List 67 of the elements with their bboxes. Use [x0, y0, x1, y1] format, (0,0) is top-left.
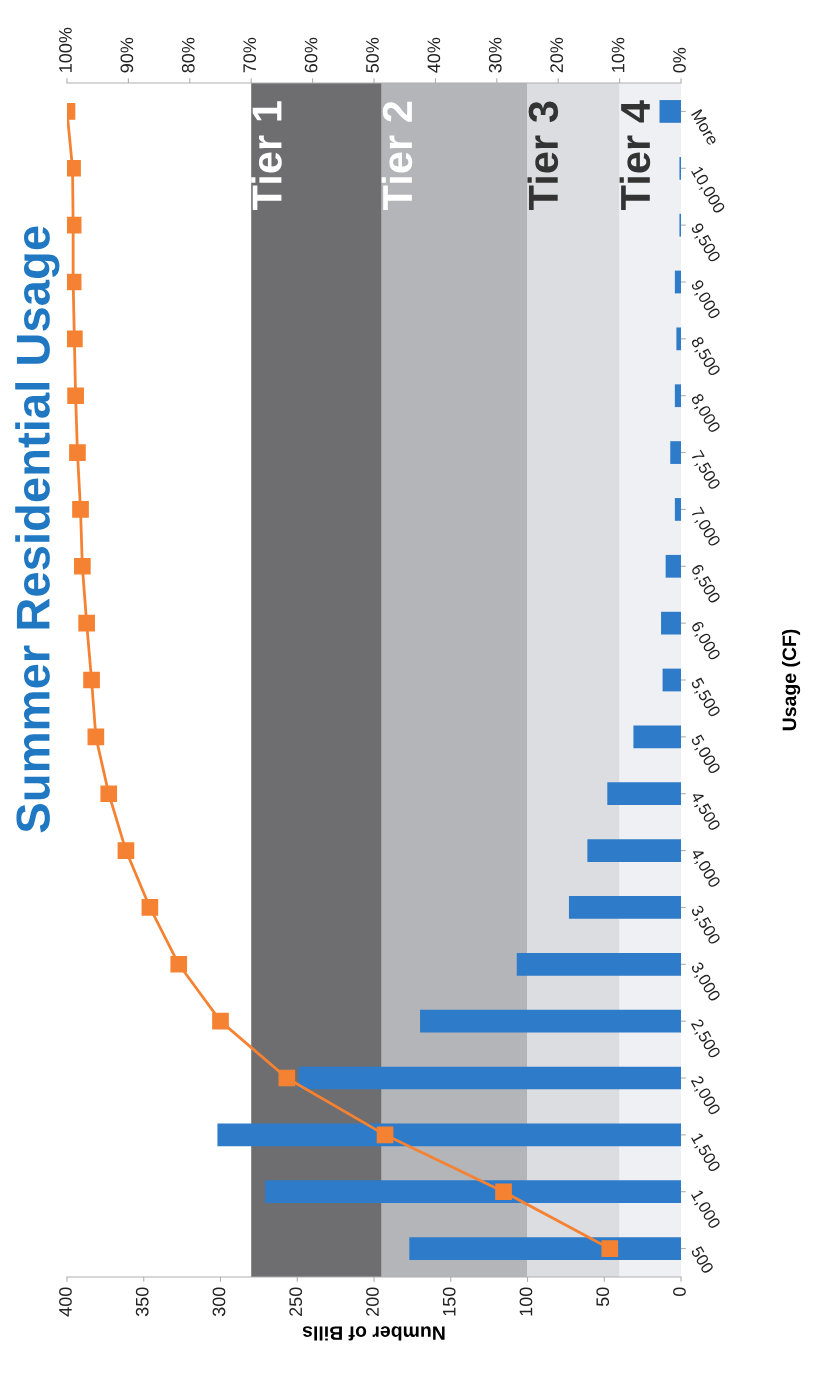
x2-tick-label: 0%: [673, 47, 686, 73]
x-tick-label: 50: [596, 1287, 610, 1307]
point: [78, 614, 95, 632]
bar: [662, 668, 681, 692]
point: [376, 1126, 394, 1144]
point: [117, 842, 135, 859]
x-tick-label: 300: [212, 1287, 226, 1317]
bar: [659, 100, 681, 123]
point: [69, 444, 86, 461]
x-axis-title: Number of Bills: [302, 1326, 445, 1341]
x2-tick-label: 60%: [304, 37, 318, 73]
bar: [674, 498, 681, 521]
bar: [217, 1123, 681, 1147]
x-tick-label: 200: [366, 1287, 379, 1316]
x-tick-label: 150: [442, 1287, 456, 1316]
point: [83, 671, 100, 689]
bar: [265, 1180, 681, 1204]
point: [141, 899, 159, 916]
point: [495, 1183, 512, 1201]
point: [601, 1240, 619, 1257]
bar: [661, 611, 681, 635]
bar: [516, 952, 681, 976]
y-axis-title: Usage (CF): [781, 629, 801, 731]
point: [72, 501, 89, 518]
point: [100, 785, 118, 803]
bar: [676, 327, 681, 351]
bar: [420, 1009, 681, 1033]
point: [67, 330, 83, 348]
band-label: Tier 4: [619, 100, 651, 211]
band-label: Tier 1: [251, 101, 282, 211]
y-tick-label: 500: [690, 1245, 715, 1275]
x-tick-label: 0: [673, 1287, 686, 1297]
x2-tick-label: 10%: [611, 37, 625, 72]
x-tick-label: 400: [59, 1287, 72, 1317]
point: [67, 216, 82, 234]
point: [87, 728, 105, 746]
band-label: Tier 3: [527, 101, 559, 211]
bar: [674, 384, 681, 408]
x2-tick-label: 20%: [550, 37, 564, 73]
point: [67, 273, 82, 291]
x2-tick-label: 40%: [427, 37, 441, 73]
x2-tick-label: 50%: [366, 37, 379, 73]
x-tick-label: 100: [519, 1287, 533, 1316]
text: Summer Residential Usage: [15, 226, 60, 833]
x2-tick-label: 90%: [120, 37, 134, 73]
point: [67, 387, 84, 405]
x2-tick-label: 100%: [59, 27, 72, 72]
bar: [607, 782, 681, 806]
bar: [298, 1066, 681, 1090]
x-tick-label: 250: [289, 1287, 303, 1316]
point: [278, 1069, 296, 1087]
x2-tick-label: 30%: [488, 37, 502, 73]
bar: [674, 270, 681, 294]
bar: [409, 1237, 681, 1260]
bar: [568, 896, 681, 919]
bar: [633, 725, 681, 749]
point: [67, 159, 81, 177]
bar: [670, 441, 681, 464]
x-tick-label: 350: [135, 1287, 149, 1317]
point: [170, 955, 188, 973]
point: [212, 1012, 229, 1030]
x2-tick-label: 80%: [181, 37, 195, 73]
bar: [587, 839, 681, 862]
bar: [665, 554, 681, 578]
x2-tick-label: 70%: [243, 37, 257, 73]
point: [74, 557, 91, 575]
band-label: Tier 2: [381, 101, 413, 211]
